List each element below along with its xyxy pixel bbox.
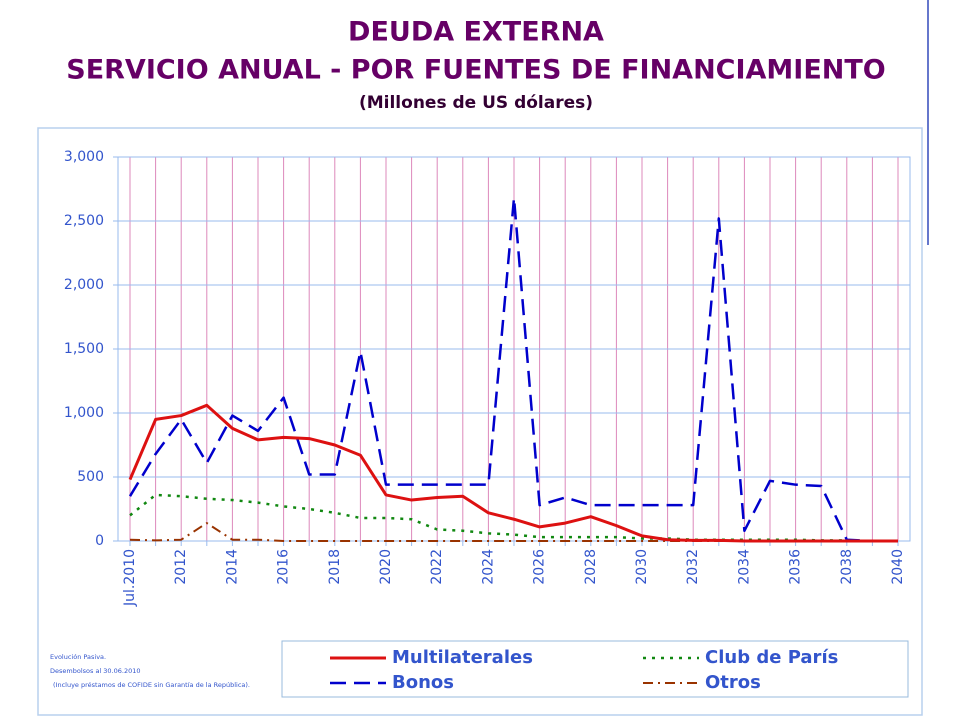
x-tick-label: 2026 xyxy=(532,549,548,585)
series-line xyxy=(129,493,898,543)
legend-label: Otros xyxy=(705,672,761,693)
footnote: Evolución Pasiva. xyxy=(50,653,106,661)
y-tick-label: 500 xyxy=(77,469,104,485)
x-tick-label: Jul.2010 xyxy=(122,549,138,607)
x-tick-label: 2020 xyxy=(378,549,394,585)
footnote: (Incluye préstamos de COFIDE sin Garantí… xyxy=(53,681,250,689)
x-tick-label: 2030 xyxy=(634,549,650,585)
legend-label: Bonos xyxy=(392,672,454,693)
legend-label: Multilaterales xyxy=(392,647,533,668)
series-line xyxy=(128,403,898,543)
x-tick-label: 2024 xyxy=(480,549,496,585)
chart-frame xyxy=(37,127,923,716)
chart-title: DEUDA EXTERNA xyxy=(348,17,604,48)
x-tick-label: 2034 xyxy=(736,549,752,585)
legend-box xyxy=(281,640,909,698)
y-tick-label: 2,000 xyxy=(64,277,104,293)
x-tick-label: 2018 xyxy=(327,549,343,585)
chart-subtitle: SERVICIO ANUAL - POR FUENTES DE FINANCIA… xyxy=(66,55,886,86)
y-tick-label: 3,000 xyxy=(64,149,104,165)
series-line xyxy=(129,522,898,542)
x-tick-label: 2038 xyxy=(839,549,855,585)
legend-label: Club de París xyxy=(705,647,838,668)
x-tick-label: 2014 xyxy=(224,549,240,585)
y-tick-label: 2,500 xyxy=(64,213,104,229)
x-tick-label: 2022 xyxy=(429,549,445,585)
x-tick-label: 2036 xyxy=(788,549,804,585)
series-line xyxy=(128,196,898,543)
x-tick-label: 2012 xyxy=(173,549,189,585)
x-tick-label: 2040 xyxy=(890,549,906,585)
footnote: Desembolsos al 30.06.2010 xyxy=(50,667,141,675)
unit-note: (Millones de US dólares) xyxy=(359,93,593,113)
x-tick-label: 2028 xyxy=(583,549,599,585)
y-tick-label: 1,000 xyxy=(64,405,104,421)
y-tick-label: 0 xyxy=(95,533,104,549)
x-tick-label: 2032 xyxy=(685,549,701,585)
x-tick-label: 2016 xyxy=(276,549,292,585)
y-tick-label: 1,500 xyxy=(64,341,104,357)
